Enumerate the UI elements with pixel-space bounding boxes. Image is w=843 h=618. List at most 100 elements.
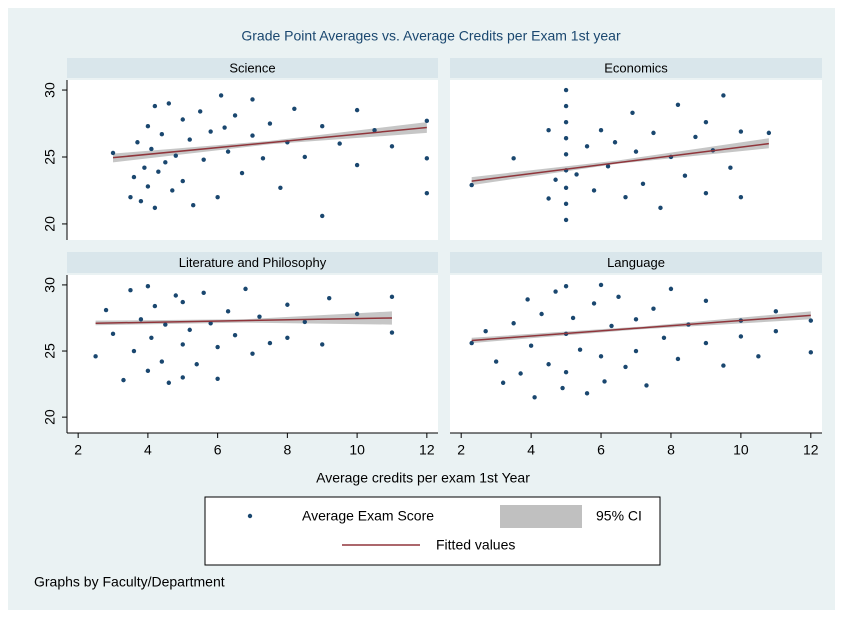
data-point	[222, 125, 227, 130]
data-point	[616, 294, 621, 300]
data-point	[546, 196, 551, 201]
legend-marker	[247, 513, 253, 519]
data-point	[131, 348, 137, 354]
data-point	[644, 383, 649, 388]
data-point	[152, 303, 158, 309]
data-point	[553, 289, 558, 294]
data-point	[103, 307, 109, 313]
data-point	[675, 102, 681, 107]
data-point	[327, 295, 332, 301]
data-point	[563, 103, 569, 109]
data-point	[693, 134, 698, 140]
x-tick-label: 10	[349, 442, 365, 458]
chart-title: Grade Point Averages vs. Average Credits…	[241, 28, 621, 44]
data-point	[145, 368, 151, 374]
y-tick-label: 25	[42, 149, 58, 165]
data-point	[658, 205, 663, 211]
data-point	[518, 371, 523, 376]
note: Graphs by Faculty/Department	[34, 574, 225, 590]
data-point	[525, 297, 530, 302]
x-tick-label: 4	[144, 442, 152, 458]
data-point	[121, 377, 126, 383]
data-point	[623, 364, 628, 370]
data-point	[257, 314, 262, 319]
x-tick-label: 12	[419, 442, 435, 458]
y-tick-label: 20	[42, 216, 58, 232]
data-point	[267, 340, 273, 346]
fitted-line	[112, 126, 427, 159]
data-point	[131, 174, 137, 180]
x-tick-label: 2	[74, 442, 82, 458]
x-tick-label: 10	[733, 442, 749, 458]
data-point	[766, 130, 772, 136]
data-point	[738, 334, 744, 339]
panel-title: Language	[607, 255, 665, 270]
data-point	[152, 103, 158, 109]
data-point	[166, 101, 172, 106]
data-point	[128, 194, 133, 200]
panel-header	[67, 252, 438, 273]
panel-header	[450, 58, 822, 78]
data-point	[563, 87, 569, 93]
data-point	[728, 165, 733, 170]
data-point	[546, 362, 551, 367]
panel-header	[450, 252, 822, 273]
data-point	[511, 321, 516, 326]
data-point	[225, 309, 231, 314]
x-tick-label: 6	[597, 442, 605, 458]
data-point	[563, 217, 569, 223]
data-point	[640, 181, 646, 186]
legend-label: Average Exam Score	[302, 508, 434, 524]
data-point	[633, 149, 639, 154]
data-point	[191, 202, 196, 208]
data-point	[584, 144, 590, 149]
data-point	[591, 188, 597, 193]
data-point	[285, 302, 290, 307]
data-point	[511, 156, 516, 161]
data-point	[159, 132, 165, 137]
data-point	[166, 380, 172, 385]
x-axis-label: Average credits per exam 1st Year	[316, 470, 530, 486]
data-point	[577, 347, 583, 352]
data-point	[602, 379, 607, 384]
data-point	[598, 128, 604, 133]
legend-label: 95% CI	[596, 508, 642, 524]
data-point	[703, 298, 709, 303]
data-point	[682, 173, 688, 178]
data-point	[668, 286, 674, 292]
data-point	[633, 317, 639, 322]
data-point	[703, 119, 709, 125]
data-point	[633, 348, 639, 354]
y-tick-label: 25	[42, 343, 58, 359]
data-point	[469, 340, 474, 346]
data-point	[267, 121, 273, 126]
data-point	[661, 335, 667, 341]
data-point	[197, 109, 203, 114]
data-point	[201, 157, 206, 162]
data-point	[145, 284, 151, 289]
data-point	[612, 140, 618, 145]
data-point	[773, 309, 779, 314]
data-point	[239, 170, 245, 176]
legend-marker	[500, 505, 582, 528]
data-point	[128, 288, 133, 293]
data-point	[250, 97, 255, 102]
data-point	[591, 301, 597, 306]
data-point	[135, 140, 140, 145]
data-point	[180, 375, 185, 380]
data-point	[320, 342, 325, 347]
data-point	[773, 328, 779, 334]
data-point	[354, 107, 360, 113]
data-point	[110, 150, 116, 156]
data-point	[110, 331, 116, 337]
panel-title: Economics	[604, 60, 668, 75]
fitted-line	[471, 314, 811, 342]
data-point	[180, 178, 185, 184]
data-point	[302, 154, 308, 160]
data-point	[651, 130, 656, 136]
data-point	[528, 343, 534, 348]
x-tick-label: 8	[667, 442, 675, 458]
data-point	[703, 340, 709, 346]
data-point	[180, 342, 185, 347]
